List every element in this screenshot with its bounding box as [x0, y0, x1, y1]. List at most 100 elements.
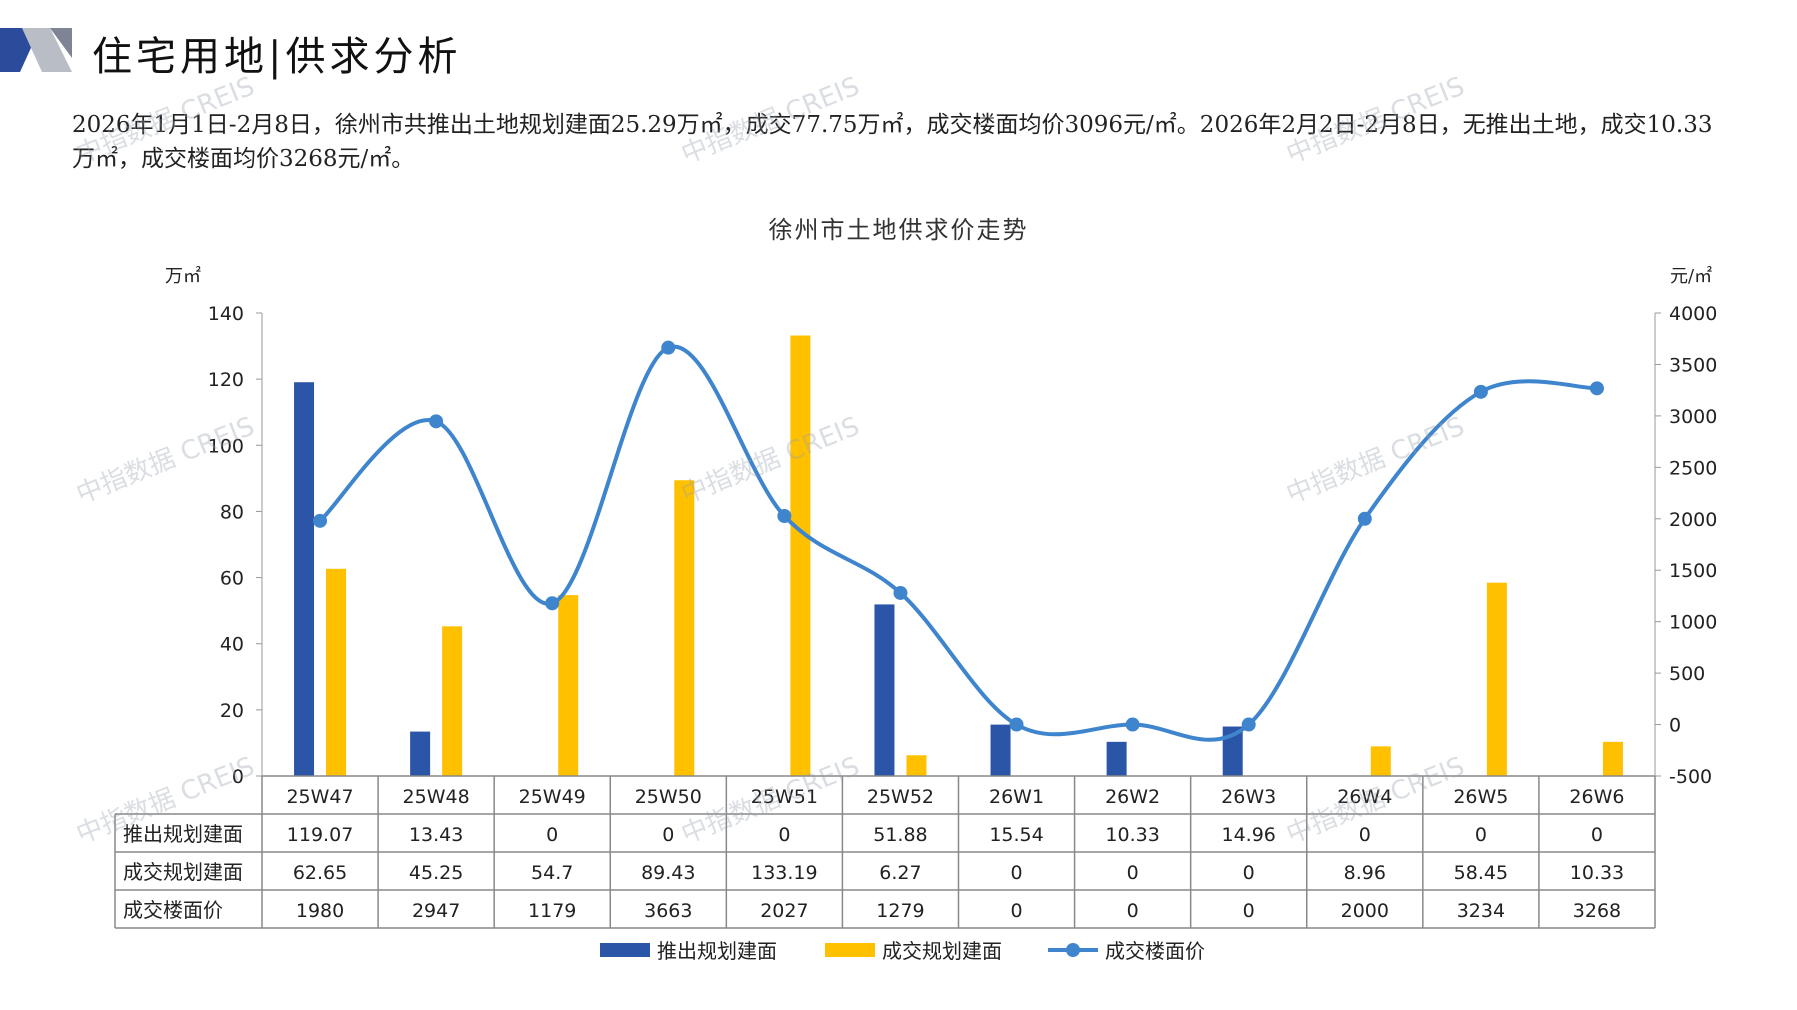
deal-bar	[1370, 746, 1391, 776]
price-point	[893, 585, 908, 600]
price-point	[1589, 381, 1604, 396]
deal-bar	[558, 595, 579, 776]
right-axis-tick-label: 500	[1669, 663, 1705, 685]
right-axis-tick-label: 3500	[1669, 354, 1717, 376]
price-point	[429, 414, 444, 429]
category-label: 25W50	[635, 786, 702, 808]
price-point	[1473, 384, 1488, 399]
table-value: 45.25	[409, 862, 463, 884]
table-value: 0	[1591, 824, 1603, 846]
table-value: 1980	[296, 900, 344, 922]
left-axis-tick-label: 60	[220, 568, 244, 590]
right-axis-tick-label: 2500	[1669, 457, 1717, 479]
deal-bar	[1486, 582, 1507, 776]
category-label: 26W2	[1105, 786, 1160, 808]
left-axis-tick-label: 140	[208, 303, 244, 325]
left-axis-tick-label: 80	[220, 501, 244, 523]
category-label: 26W6	[1569, 786, 1624, 808]
deal-bar	[906, 755, 927, 776]
left-axis-tick-label: 0	[232, 766, 244, 788]
table-value: 0	[1010, 900, 1022, 922]
category-label: 26W1	[989, 786, 1044, 808]
table-value: 0	[1475, 824, 1487, 846]
right-axis-tick-label: 4000	[1669, 303, 1717, 325]
table-row-label: 成交规划建面	[123, 860, 243, 884]
table-value: 54.7	[531, 862, 573, 884]
table-value: 62.65	[293, 862, 347, 884]
table-value: 2947	[412, 900, 460, 922]
deal-bar	[674, 480, 695, 776]
table-value: 3268	[1573, 900, 1621, 922]
table-value: 0	[1127, 862, 1139, 884]
right-axis-tick-label: 1500	[1669, 560, 1717, 582]
right-axis-tick-label: 0	[1669, 715, 1681, 737]
table-value: 51.88	[873, 824, 927, 846]
table-value: 58.45	[1454, 862, 1508, 884]
deal-bar	[326, 568, 347, 776]
table-value: 0	[1359, 824, 1371, 846]
supply-bar	[410, 731, 431, 776]
table-value: 0	[1243, 862, 1255, 884]
table-value: 1179	[528, 900, 576, 922]
table-value: 3663	[644, 900, 692, 922]
logo-mark	[0, 28, 72, 72]
left-axis-tick-label: 100	[208, 435, 244, 457]
price-point	[777, 508, 792, 523]
legend-label: 成交规划建面	[882, 939, 1002, 963]
legend-swatch	[600, 943, 650, 957]
table-value: 2027	[760, 900, 808, 922]
deal-bar	[1602, 741, 1623, 776]
table-row-label: 推出规划建面	[123, 822, 243, 846]
supply-bar	[294, 382, 315, 776]
table-value: 0	[778, 824, 790, 846]
table-value: 2000	[1341, 900, 1389, 922]
category-label: 25W48	[403, 786, 470, 808]
category-label: 25W51	[751, 786, 818, 808]
table-value: 10.33	[1105, 824, 1159, 846]
category-label: 25W47	[286, 786, 353, 808]
deal-bar	[790, 335, 811, 776]
table-value: 89.43	[641, 862, 695, 884]
legend-label: 成交楼面价	[1105, 939, 1205, 963]
table-value: 8.96	[1344, 862, 1386, 884]
deal-bar	[442, 626, 463, 776]
category-label: 26W3	[1221, 786, 1276, 808]
price-point	[1125, 717, 1140, 732]
table-value: 13.43	[409, 824, 463, 846]
page-header: 住宅用地|供求分析	[0, 22, 700, 82]
price-point	[1009, 717, 1024, 732]
category-label: 25W52	[867, 786, 934, 808]
price-point	[1241, 717, 1256, 732]
right-axis-tick-label: 1000	[1669, 612, 1717, 634]
table-value: 0	[1010, 862, 1022, 884]
right-axis-tick-label: 3000	[1669, 406, 1717, 428]
table-value: 3234	[1457, 900, 1505, 922]
table-value: 6.27	[879, 862, 921, 884]
table-value: 1279	[876, 900, 924, 922]
price-point	[313, 513, 328, 528]
left-axis-unit: 万㎡	[165, 265, 201, 287]
supply-bar	[874, 604, 895, 776]
table-value: 15.54	[989, 824, 1043, 846]
table-value: 133.19	[751, 862, 817, 884]
category-label: 26W4	[1337, 786, 1392, 808]
supply-bar	[990, 724, 1011, 776]
right-axis-tick-label: -500	[1669, 766, 1712, 788]
table-value: 0	[1127, 900, 1139, 922]
category-label: 25W49	[519, 786, 586, 808]
table-value: 119.07	[287, 824, 353, 846]
table-value: 0	[546, 824, 558, 846]
left-axis-tick-label: 40	[220, 634, 244, 656]
legend-marker	[1066, 943, 1080, 957]
category-label: 26W5	[1453, 786, 1508, 808]
price-point	[545, 596, 560, 611]
table-row-label: 成交楼面价	[123, 898, 223, 922]
table-value: 0	[1243, 900, 1255, 922]
supply-bar	[1106, 741, 1127, 776]
table-value: 10.33	[1570, 862, 1624, 884]
table-value: 14.96	[1222, 824, 1276, 846]
right-axis-tick-label: 2000	[1669, 509, 1717, 531]
table-value: 0	[662, 824, 674, 846]
price-point	[1357, 511, 1372, 526]
